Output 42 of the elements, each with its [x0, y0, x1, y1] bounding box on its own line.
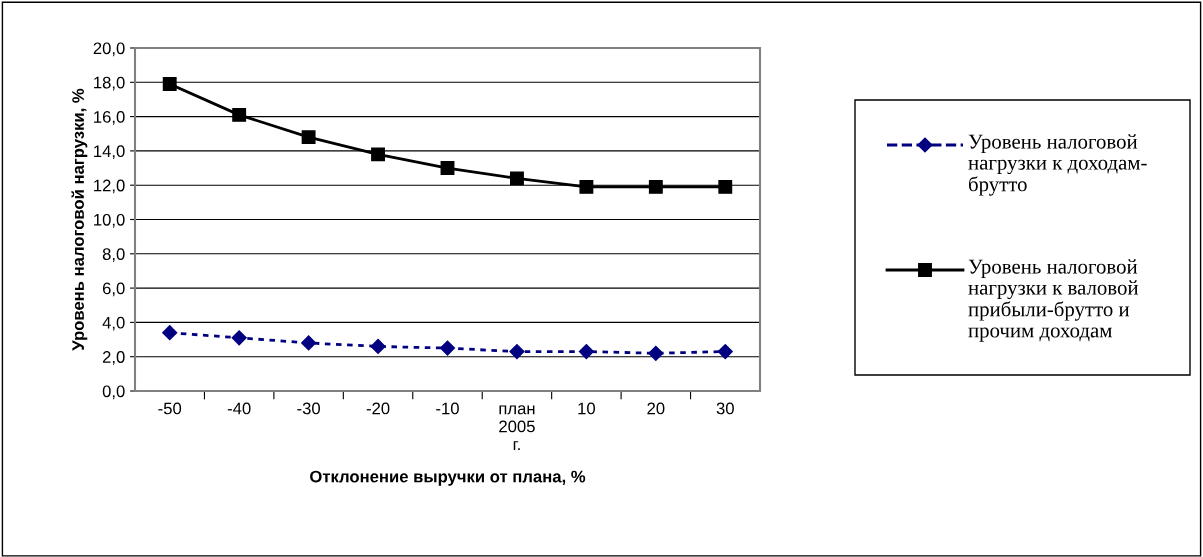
point	[231, 330, 247, 346]
x-tick-label: 30	[716, 402, 734, 415]
point	[232, 107, 247, 122]
legend-label: Уровень налоговой нагрузки к валовой прибыли-брутто и прочим доходам	[968, 259, 1139, 342]
point	[371, 147, 386, 162]
point	[509, 171, 524, 186]
x-tick-label: -20	[366, 402, 390, 415]
y-tick-label: 2,0	[102, 351, 125, 365]
point	[717, 343, 733, 360]
point	[162, 325, 178, 341]
legend-label: Уровень налоговой нагрузки к доходам-брутто	[968, 134, 1147, 196]
x-tick-label: 20	[647, 402, 665, 415]
point	[509, 343, 525, 360]
x-tick-label: 10	[578, 402, 596, 415]
y-tick-label: 6,0	[102, 282, 125, 297]
y-tick-label: 14,0	[94, 145, 125, 160]
x-tick-label: -50	[158, 402, 182, 415]
x-tick-label: план 2005 г.	[499, 405, 535, 451]
point	[301, 335, 317, 351]
y-tick-label: 12,0	[94, 179, 125, 194]
y-tick-label: 16,0	[94, 111, 125, 125]
point	[579, 179, 594, 194]
point	[648, 179, 663, 194]
y-tick-label: 0,0	[102, 385, 125, 400]
point	[370, 338, 386, 354]
x-tick-label: -30	[297, 402, 320, 415]
y-tick-label: 20,0	[93, 42, 125, 57]
y-tick-label: 8,0	[102, 248, 125, 262]
point	[440, 161, 455, 175]
x-tick-label: -40	[227, 402, 251, 415]
point	[439, 340, 456, 356]
point	[718, 179, 733, 194]
y-axis-title: Уровень налоговой нагрузки, %	[71, 88, 88, 351]
y-tick-label: 18,0	[94, 76, 125, 91]
point	[162, 77, 177, 91]
point	[301, 130, 316, 145]
x-axis-title: Отклонение выручки от плана, %	[310, 470, 586, 486]
point	[648, 345, 664, 361]
y-tick-label: 10,0	[94, 213, 125, 228]
x-tick-label: -10	[436, 402, 459, 415]
point	[578, 343, 594, 360]
y-tick-label: 4,0	[102, 316, 125, 331]
